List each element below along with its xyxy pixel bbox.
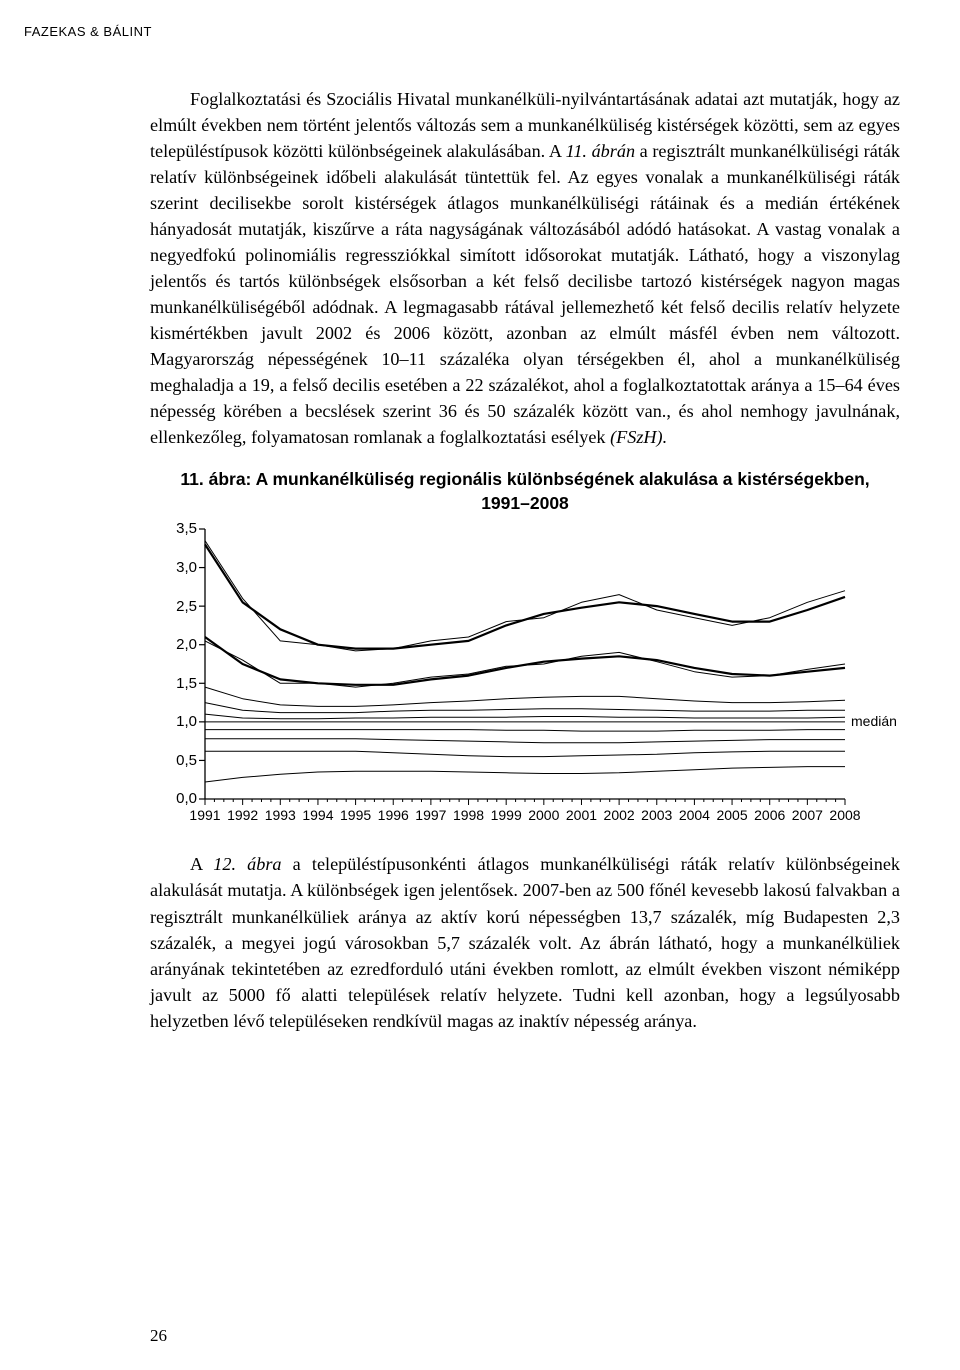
series-d3 <box>205 739 845 743</box>
series-d7 <box>205 703 845 713</box>
x-tick-label: 1994 <box>300 807 336 823</box>
x-tick-label: 2003 <box>639 807 675 823</box>
p2a: A <box>190 854 213 874</box>
figure-title-line2: 1991–2008 <box>481 493 569 513</box>
page: FAZEKAS & BÁLINT Foglalkoztatási és Szoc… <box>0 0 960 1370</box>
x-tick-label: 1995 <box>338 807 374 823</box>
x-tick-label: 2004 <box>676 807 712 823</box>
figure-title: 11. ábra: A munkanélküliség regionális k… <box>150 468 900 515</box>
chart-svg <box>150 521 900 841</box>
body-paragraph-2: A 12. ábra a településtípusonkénti átlag… <box>150 851 900 1033</box>
figure-title-line1: 11. ábra: A munkanélküliség regionális k… <box>180 469 869 489</box>
x-tick-label: 1996 <box>375 807 411 823</box>
x-tick-label: 2002 <box>601 807 637 823</box>
y-tick-label: 2,5 <box>157 598 197 615</box>
x-tick-label: 1993 <box>262 807 298 823</box>
x-tick-label: 2008 <box>827 807 863 823</box>
x-tick-label: 1991 <box>187 807 223 823</box>
x-tick-label: 2005 <box>714 807 750 823</box>
x-tick-label: 1992 <box>225 807 261 823</box>
p1b: a regisztrált munkanélküliségi ráták rel… <box>150 141 900 447</box>
p1-it: 11. ábrán <box>566 141 635 161</box>
median-label: medián <box>851 713 897 729</box>
series-d9 <box>205 637 845 685</box>
y-tick-label: 3,0 <box>157 559 197 576</box>
x-tick-label: 2007 <box>789 807 825 823</box>
y-tick-label: 1,0 <box>157 713 197 730</box>
running-head: FAZEKAS & BÁLINT <box>24 24 152 39</box>
x-tick-label: 2001 <box>563 807 599 823</box>
series-d8 <box>205 688 845 707</box>
y-tick-label: 0,0 <box>157 790 197 807</box>
series-d1 <box>205 767 845 782</box>
y-tick-label: 1,5 <box>157 675 197 692</box>
page-number: 26 <box>150 1326 167 1346</box>
body-paragraph-1: Foglalkoztatási és Szociális Hivatal mun… <box>150 86 900 450</box>
x-tick-label: 2000 <box>526 807 562 823</box>
series-d4 <box>205 730 845 732</box>
series-d10 <box>205 545 845 649</box>
series-d6 <box>205 715 845 720</box>
y-tick-label: 3,5 <box>157 520 197 537</box>
x-tick-label: 2006 <box>752 807 788 823</box>
chart: 0,00,51,01,52,02,53,03,5 199119921993199… <box>150 521 900 841</box>
x-tick-label: 1999 <box>488 807 524 823</box>
x-tick-label: 1997 <box>413 807 449 823</box>
p2-it: 12. ábra <box>213 854 281 874</box>
series-d2 <box>205 752 845 757</box>
x-tick-label: 1998 <box>451 807 487 823</box>
series-d10_raw <box>205 541 845 651</box>
p1-it2: (FSzH). <box>610 427 667 447</box>
y-tick-label: 0,5 <box>157 752 197 769</box>
y-tick-label: 2,0 <box>157 636 197 653</box>
p2b: a településtípusonkénti átlagos munkanél… <box>150 854 900 1030</box>
